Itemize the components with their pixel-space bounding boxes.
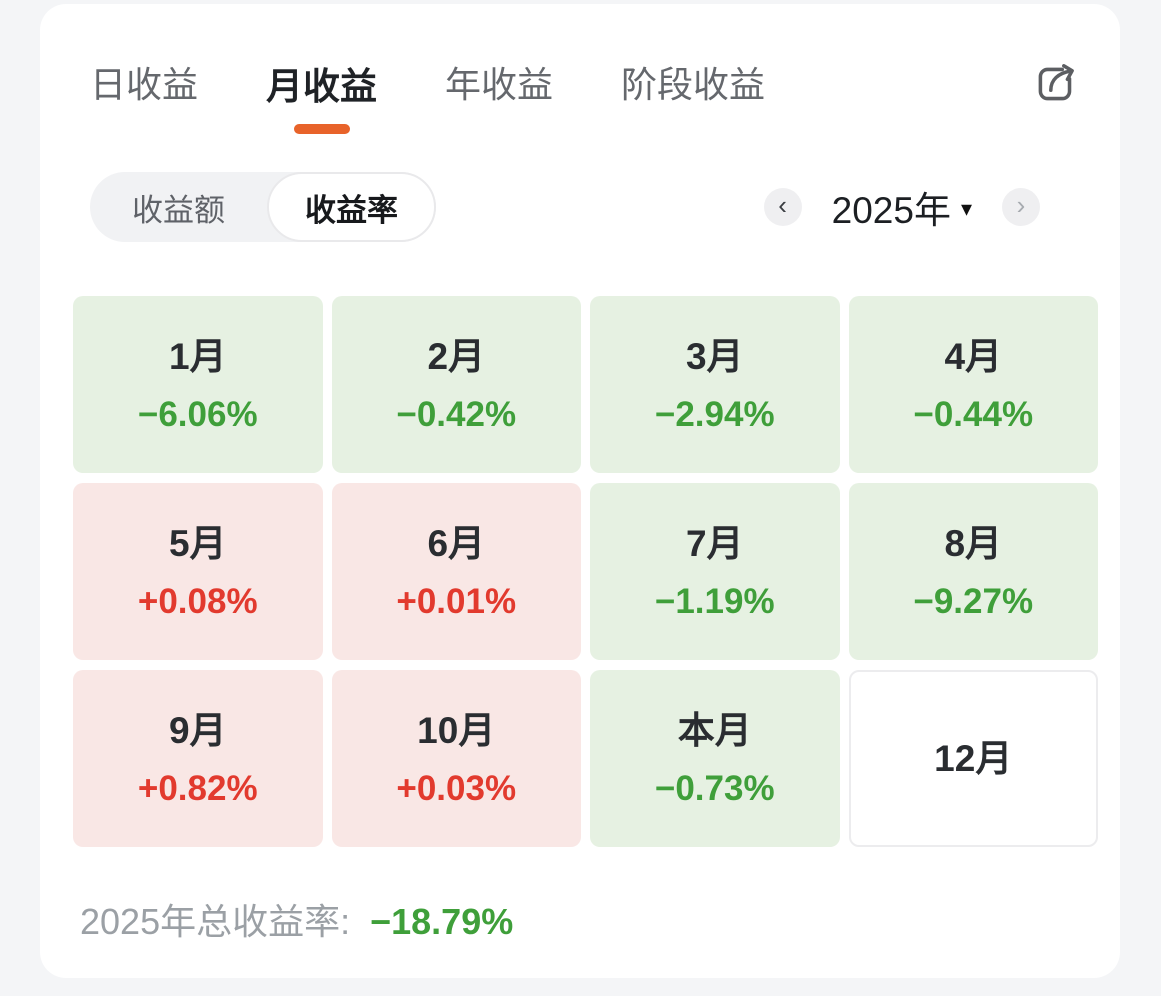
chevron-left-icon[interactable]: ‹ [763, 188, 802, 226]
tab-yearly-returns[interactable]: 年收益 [445, 64, 554, 105]
controls-row: 收益额 收益率 ‹ 2025年 ▾ › [90, 172, 1082, 242]
tab-daily-returns[interactable]: 日收益 [90, 64, 199, 105]
month-label: 7月 [685, 522, 744, 564]
month-cell-4[interactable]: 4月 −0.44% [848, 296, 1098, 473]
month-cell-3[interactable]: 3月 −2.94% [590, 296, 840, 473]
month-value: −1.19% [654, 581, 775, 621]
month-cell-6[interactable]: 6月 +0.01% [331, 483, 581, 660]
month-cell-current[interactable]: 本月 −0.73% [590, 670, 840, 847]
year-label: 2025年 [831, 190, 951, 231]
month-label: 9月 [168, 709, 227, 751]
summary-label: 2025年总收益率: [80, 901, 351, 942]
month-value: −9.27% [913, 581, 1034, 621]
months-grid: 1月 −6.06% 2月 −0.42% 3月 −2.94% 4月 −0.44% … [73, 296, 1098, 847]
metric-toggle: 收益额 收益率 [90, 172, 436, 242]
chevron-right-icon[interactable]: › [1002, 188, 1040, 226]
month-label: 5月 [168, 522, 227, 564]
month-label: 本月 [677, 709, 752, 751]
month-value: +0.03% [396, 768, 517, 808]
tabs-bar: 日收益 月收益 年收益 阶段收益 [90, 56, 1082, 134]
month-value: −2.94% [654, 394, 775, 434]
month-cell-7[interactable]: 7月 −1.19% [590, 483, 840, 660]
tab-monthly-returns[interactable]: 月收益 [266, 56, 377, 134]
month-label: 4月 [944, 335, 1003, 377]
month-value: +0.82% [137, 768, 258, 808]
summary-value: −18.79% [370, 901, 514, 942]
month-label: 1月 [168, 335, 227, 377]
month-value: −0.44% [913, 394, 1034, 434]
share-icon[interactable] [1030, 58, 1082, 110]
month-value: −0.73% [654, 768, 775, 808]
toggle-return-amount[interactable]: 收益额 [132, 192, 225, 228]
month-cell-12[interactable]: 12月 [848, 670, 1098, 847]
toggle-return-rate[interactable]: 收益率 [267, 172, 436, 242]
month-label: 3月 [685, 335, 744, 377]
tabs: 日收益 月收益 年收益 阶段收益 [90, 56, 765, 134]
month-value: +0.01% [396, 581, 517, 621]
month-cell-1[interactable]: 1月 −6.06% [73, 296, 323, 473]
month-value: −6.06% [137, 394, 258, 434]
year-nav: ‹ 2025年 ▾ › [763, 180, 1040, 234]
month-label: 2月 [427, 335, 486, 377]
month-cell-8[interactable]: 8月 −9.27% [848, 483, 1098, 660]
caret-down-icon: ▾ [960, 196, 972, 221]
month-cell-10[interactable]: 10月 +0.03% [331, 670, 581, 847]
summary-row: 2025年总收益率: −18.79% [80, 893, 1082, 945]
month-label: 10月 [417, 709, 496, 751]
month-cell-5[interactable]: 5月 +0.08% [73, 483, 323, 660]
year-selector[interactable]: 2025年 ▾ [832, 180, 972, 234]
returns-panel: 日收益 月收益 年收益 阶段收益 收益额 收益率 ‹ 2025年 ▾ › [40, 4, 1120, 978]
month-value: +0.08% [137, 581, 258, 621]
month-label: 8月 [944, 522, 1003, 564]
month-cell-9[interactable]: 9月 +0.82% [73, 670, 323, 847]
month-label: 12月 [934, 738, 1013, 779]
tab-period-returns[interactable]: 阶段收益 [621, 64, 766, 105]
month-value: −0.42% [396, 394, 517, 434]
month-label: 6月 [427, 522, 486, 564]
month-cell-2[interactable]: 2月 −0.42% [331, 296, 581, 473]
